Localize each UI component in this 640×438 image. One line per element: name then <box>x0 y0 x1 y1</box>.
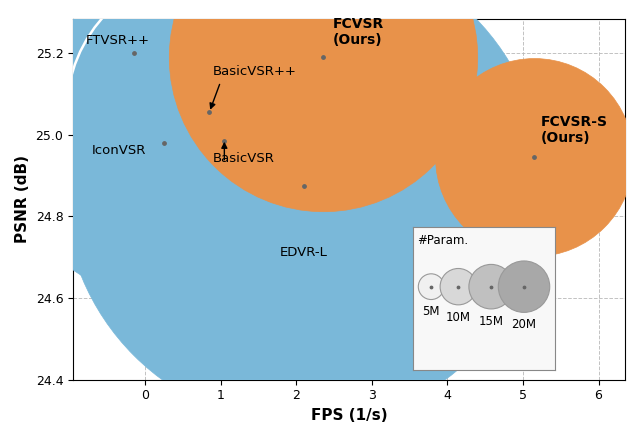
Point <box>299 182 309 189</box>
Y-axis label: PSNR (dB): PSNR (dB) <box>15 155 30 243</box>
Text: IconVSR: IconVSR <box>92 144 147 157</box>
Point <box>529 154 540 161</box>
Text: FTVSR++: FTVSR++ <box>86 34 150 47</box>
Point <box>129 49 139 57</box>
Text: FCVSR-S
(Ours): FCVSR-S (Ours) <box>541 115 608 145</box>
Text: BasicVSR: BasicVSR <box>213 152 275 166</box>
Point <box>529 154 540 161</box>
Point <box>299 182 309 189</box>
Point <box>204 109 214 116</box>
Point <box>220 138 230 145</box>
Point <box>317 54 328 61</box>
Point <box>204 109 214 116</box>
Point <box>317 54 328 61</box>
Text: BasicVSR++: BasicVSR++ <box>213 65 297 78</box>
Text: FCVSR
(Ours): FCVSR (Ours) <box>332 17 384 47</box>
Point <box>159 139 169 146</box>
Point <box>159 139 169 146</box>
Text: EDVR-L: EDVR-L <box>280 246 328 259</box>
X-axis label: FPS (1/s): FPS (1/s) <box>311 408 387 423</box>
Point <box>129 49 139 57</box>
Point <box>220 138 230 145</box>
